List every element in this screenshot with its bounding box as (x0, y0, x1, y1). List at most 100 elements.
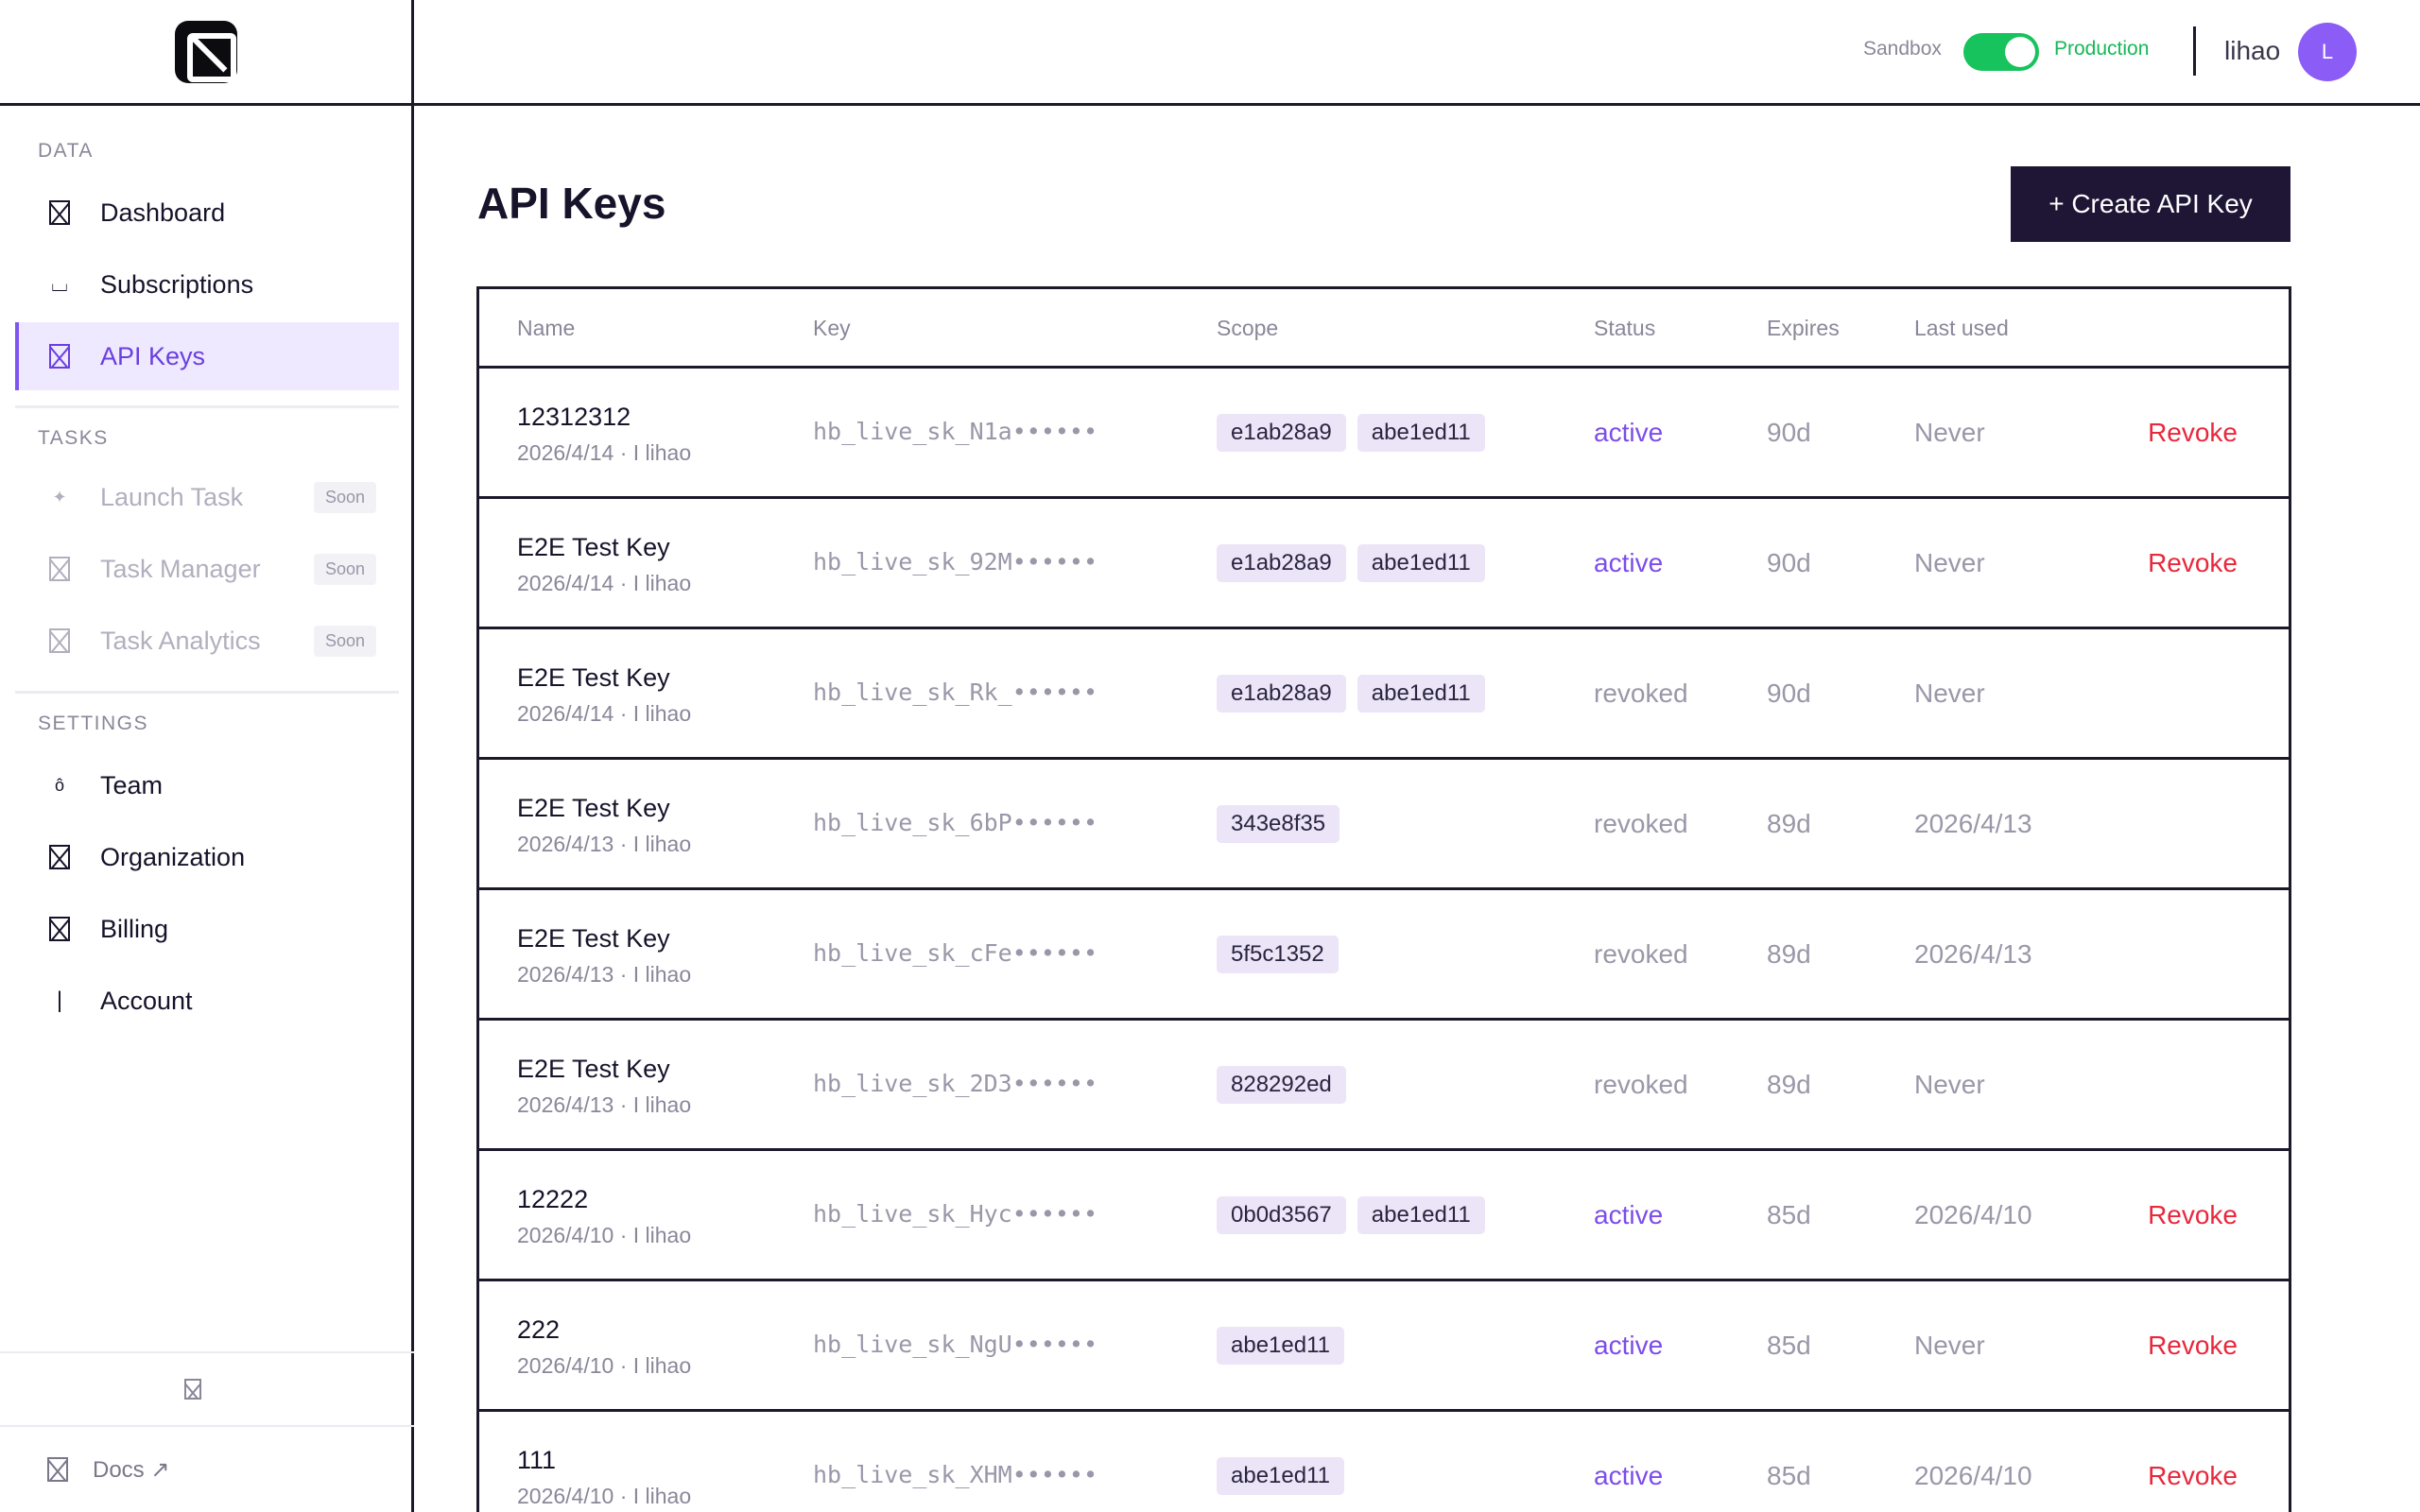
revoke-button[interactable]: Revoke (2148, 1331, 2238, 1360)
key-meta: 2026/4/14 · I lihao (517, 701, 692, 726)
docs-link[interactable]: Docs ↗ (45, 1446, 169, 1493)
column-header-scope: Scope (1217, 316, 1279, 340)
revoke-button[interactable]: Revoke (2148, 418, 2238, 447)
topbar: Sandbox Production lihao L (414, 0, 2420, 106)
masked-key: hb_live_sk_XHM•••••• (813, 1461, 1098, 1488)
revoke-button[interactable]: Revoke (2148, 1461, 2238, 1490)
key-meta: 2026/4/10 · I lihao (517, 1484, 692, 1508)
team-icon: ô (54, 776, 64, 795)
topbar-divider (2193, 26, 2196, 76)
sidebar-item-label: Team (100, 770, 164, 799)
sidebar-item-label: Organization (100, 842, 246, 871)
logo-area (0, 0, 411, 106)
status-text: revoked (1594, 939, 1688, 969)
scope-chip: abe1ed11 (1357, 544, 1485, 582)
scope-chip: e1ab28a9 (1217, 675, 1346, 713)
table-row: E2E Test Key 2026/4/13 · I lihao hb_live_s… (479, 890, 2289, 1021)
scope-list: e1ab28a9 abe1ed11 (1217, 544, 1485, 582)
environment-toggle[interactable] (1963, 33, 2039, 71)
toggle-knob (2005, 37, 2035, 67)
section-divider (15, 405, 399, 408)
page-title: API Keys (477, 179, 666, 228)
sparkle-icon: ✦ (52, 488, 67, 507)
column-header-status: Status (1594, 316, 1656, 340)
scope-list: e1ab28a9 abe1ed11 (1217, 675, 1485, 713)
masked-key: hb_live_sk_2D3•••••• (813, 1070, 1098, 1097)
expires-value: 89d (1767, 1070, 1811, 1099)
masked-key: hb_live_sk_NgU•••••• (813, 1331, 1098, 1358)
key-meta: 2026/4/10 · I lihao (517, 1353, 692, 1378)
key-name: E2E Test Key (517, 794, 670, 822)
table-row: E2E Test Key 2026/4/13 · I lihao hb_live_s… (479, 1021, 2289, 1151)
last-used-value: Never (1914, 1331, 1985, 1360)
key-name: 12222 (517, 1185, 589, 1213)
app-logo-icon[interactable] (174, 20, 237, 83)
last-used-value: Never (1914, 548, 1985, 577)
expires-value: 90d (1767, 679, 1811, 708)
masked-key: hb_live_sk_Hyc•••••• (813, 1200, 1098, 1228)
table-row: 222 2026/4/10 · I lihao hb_live_sk_NgU••••… (479, 1281, 2289, 1412)
column-header-last-used: Last used (1914, 316, 2009, 340)
sidebar-item-task-analytics: Task Analytics Soon (15, 607, 399, 675)
sidebar-item-label: Task Manager (100, 554, 261, 583)
masked-key: hb_live_sk_Rk_•••••• (813, 679, 1098, 706)
scope-list: 0b0d3567 abe1ed11 (1217, 1196, 1485, 1234)
sidebar-item-team[interactable]: ô Team (15, 751, 399, 819)
sandbox-label: Sandbox (1863, 38, 1942, 60)
last-used-value: Never (1914, 679, 1985, 708)
placeholder-x-icon (47, 845, 72, 869)
scope-chip: abe1ed11 (1217, 1457, 1344, 1495)
key-meta: 2026/4/14 · I lihao (517, 571, 692, 595)
sidebar-item-label: API Keys (100, 341, 206, 370)
sidebar-item-api-keys[interactable]: API Keys (15, 322, 399, 390)
avatar-initial: L (2321, 40, 2334, 63)
status-text: active (1594, 1331, 1664, 1360)
sidebar-item-label: Billing (100, 914, 169, 943)
column-header-name: Name (517, 316, 576, 340)
section-title-settings: SETTINGS (38, 713, 149, 734)
soon-badge: Soon (313, 625, 376, 657)
sidebar-item-label: Dashboard (100, 198, 226, 227)
section-divider (15, 691, 399, 694)
scope-chip: 5f5c1352 (1217, 936, 1339, 973)
sidebar-item-dashboard[interactable]: Dashboard (15, 179, 399, 247)
scope-chip: abe1ed11 (1217, 1327, 1344, 1365)
expires-value: 89d (1767, 939, 1811, 969)
table-row: 12222 2026/4/10 · I lihao hb_live_sk_Hyc••… (479, 1151, 2289, 1281)
sidebar-item-billing[interactable]: Billing (15, 895, 399, 963)
key-name: E2E Test Key (517, 924, 670, 953)
key-name: E2E Test Key (517, 533, 670, 561)
username: lihao (2224, 36, 2281, 65)
status-text: active (1594, 418, 1664, 447)
key-name: E2E Test Key (517, 663, 670, 692)
placeholder-x-icon (47, 344, 72, 369)
key-name: 222 (517, 1315, 561, 1344)
collapse-sidebar-button[interactable] (0, 1351, 414, 1427)
sidebar-item-subscriptions[interactable]: ⌴ Subscriptions (15, 250, 399, 318)
section-title-data: DATA (38, 140, 94, 162)
revoke-button[interactable]: Revoke (2148, 548, 2238, 577)
sidebar-item-task-manager: Task Manager Soon (15, 535, 399, 603)
section-title-tasks: TASKS (38, 427, 109, 449)
create-api-key-button[interactable]: + Create API Key (2011, 166, 2290, 242)
scope-list: e1ab28a9 abe1ed11 (1217, 414, 1485, 452)
masked-key: hb_live_sk_92M•••••• (813, 548, 1098, 576)
scope-chip: 828292ed (1217, 1066, 1346, 1104)
column-header-key: Key (813, 316, 851, 340)
last-used-value: Never (1914, 418, 1985, 447)
key-meta: 2026/4/10 · I lihao (517, 1223, 692, 1247)
sidebar-item-organization[interactable]: Organization (15, 823, 399, 891)
scope-list: 828292ed (1217, 1066, 1346, 1104)
production-label: Production (2054, 38, 2150, 60)
key-meta: 2026/4/14 · I lihao (517, 440, 692, 465)
scope-chip: abe1ed11 (1357, 1196, 1485, 1234)
placeholder-x-icon (47, 917, 72, 941)
last-used-value: Never (1914, 1070, 1985, 1099)
scope-chip: abe1ed11 (1357, 675, 1485, 713)
account-icon: | (56, 988, 63, 1013)
table-row: E2E Test Key 2026/4/14 · I lihao hb_live_s… (479, 629, 2289, 760)
revoke-button[interactable]: Revoke (2148, 1200, 2238, 1229)
sidebar-item-account[interactable]: | Account (15, 967, 399, 1035)
expires-value: 90d (1767, 548, 1811, 577)
avatar[interactable]: L (2298, 23, 2357, 81)
